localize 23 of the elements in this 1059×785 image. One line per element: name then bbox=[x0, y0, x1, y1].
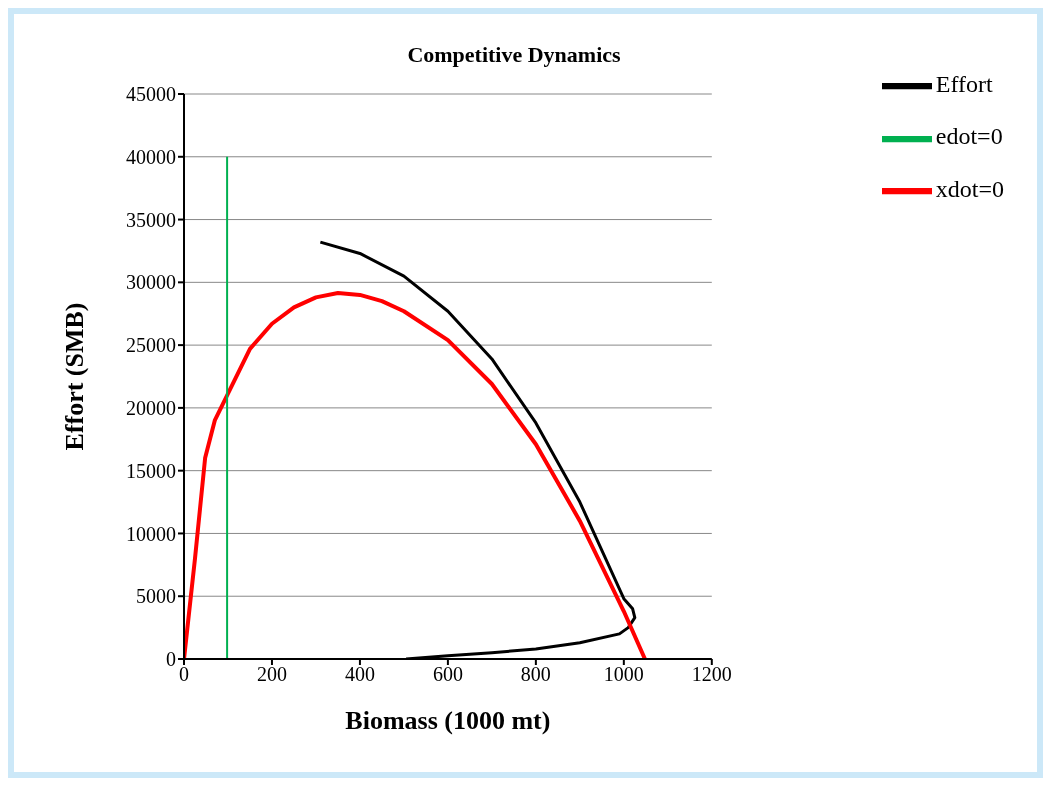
y-tick-label: 35000 bbox=[126, 208, 176, 231]
y-axis-title: Effort (SMB) bbox=[60, 302, 90, 451]
y-tick-label: 40000 bbox=[126, 145, 176, 168]
y-tick-label: 15000 bbox=[126, 459, 176, 482]
x-tick-label: 1000 bbox=[603, 663, 644, 686]
y-tick-label: 45000 bbox=[126, 83, 176, 106]
chart-title: Competitive Dynamics bbox=[406, 42, 622, 68]
legend-label: edot=0 bbox=[935, 123, 1003, 150]
y-tick-label: 0 bbox=[166, 648, 176, 671]
line-series bbox=[184, 291, 647, 659]
y-tick-label: 5000 bbox=[136, 585, 176, 608]
y-tick-label: 30000 bbox=[126, 271, 176, 294]
x-tick-label: 400 bbox=[344, 663, 375, 686]
y-tick-label: 20000 bbox=[126, 396, 176, 419]
y-tick-label: 25000 bbox=[126, 334, 176, 357]
x-tick-label: 200 bbox=[256, 663, 287, 686]
x-axis-title: Biomass (1000 mt) bbox=[345, 706, 551, 735]
x-tick-label: 600 bbox=[432, 663, 463, 686]
x-tick-label: 800 bbox=[520, 663, 551, 686]
legend-label: Effort bbox=[935, 71, 993, 97]
legend-label: xdot=0 bbox=[935, 175, 1004, 202]
x-tick-label: 1200 bbox=[691, 663, 732, 686]
y-tick-label: 10000 bbox=[126, 522, 176, 545]
